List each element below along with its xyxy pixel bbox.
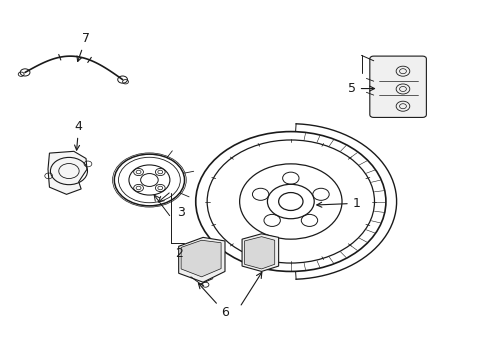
Text: 4: 4 [74,120,82,150]
Text: 5: 5 [347,82,374,95]
Text: 7: 7 [77,32,90,62]
Polygon shape [178,237,224,282]
Polygon shape [181,240,221,277]
Polygon shape [242,234,278,271]
Text: 6: 6 [198,283,228,319]
Text: 1: 1 [316,197,360,210]
Polygon shape [244,237,274,269]
Text: 3: 3 [177,206,184,219]
Polygon shape [48,151,87,194]
Text: 2: 2 [175,247,183,260]
FancyBboxPatch shape [369,56,426,117]
